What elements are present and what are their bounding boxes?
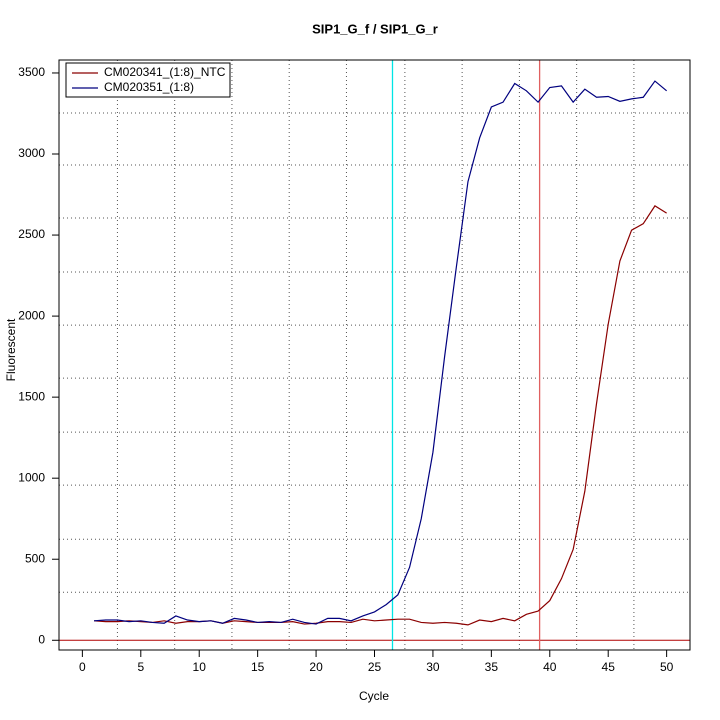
series-line [94,80,668,625]
series-line [94,205,667,626]
y-tick-label: 2500 [18,227,45,241]
x-tick-label: 15 [251,660,265,674]
y-tick-label: 3000 [18,146,45,160]
x-tick-label: 35 [485,660,499,674]
x-axis-label: Cycle [359,689,389,703]
x-tick-label: 5 [137,660,144,674]
x-tick-label: 0 [79,660,86,674]
y-tick-label: 3500 [18,65,45,79]
y-tick-label: 1500 [18,389,45,403]
x-tick-label: 50 [660,660,674,674]
chart-title: SIP1_G_f / SIP1_G_r [312,21,438,36]
y-tick-label: 2000 [18,308,45,322]
x-tick-label: 20 [309,660,323,674]
plot-frame [58,59,691,651]
legend-label: CM020341_(1:8)_NTC [104,65,226,79]
legend-box [65,62,231,98]
x-tick-label: 30 [426,660,440,674]
x-tick-label: 10 [193,660,207,674]
y-tick-label: 500 [25,551,45,565]
y-axis-label: Fluorescent [4,318,18,381]
y-tick-label: 0 [38,632,45,646]
x-tick-label: 25 [368,660,382,674]
legend-label: CM020351_(1:8) [104,80,194,94]
x-tick-label: 45 [602,660,616,674]
y-tick-label: 1000 [18,470,45,484]
x-tick-label: 40 [543,660,557,674]
